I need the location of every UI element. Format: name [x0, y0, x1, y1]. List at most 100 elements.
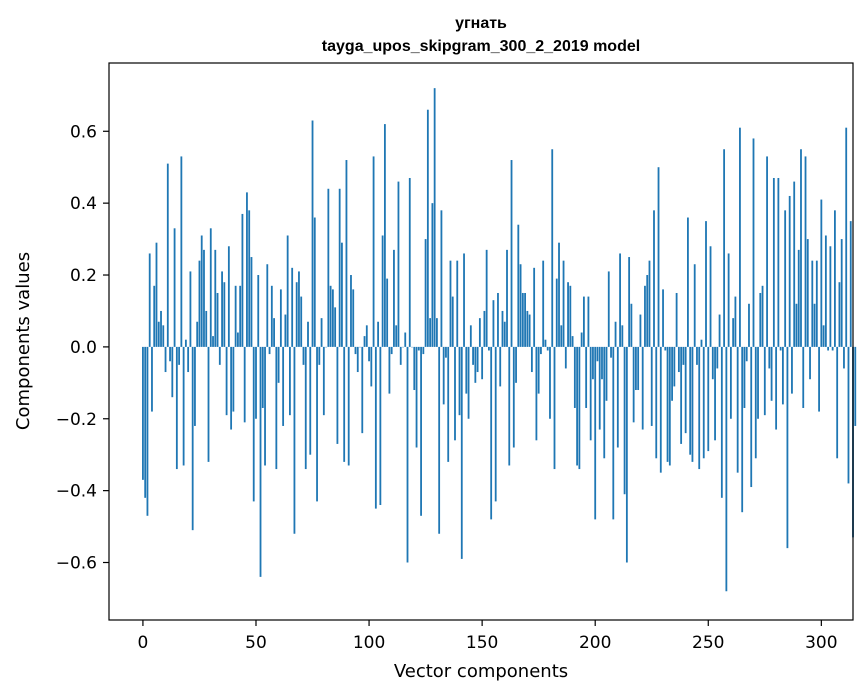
bar-145 [469, 325, 472, 347]
bar-124 [422, 346, 425, 355]
bar-185 [560, 325, 563, 347]
bar-53 [261, 346, 264, 408]
y-tick-label: −0.6 [56, 554, 97, 574]
bar-121 [415, 346, 418, 448]
bar-300 [820, 199, 823, 347]
bar-109 [388, 346, 391, 394]
bar-243 [691, 346, 694, 462]
bar-20 [187, 346, 190, 373]
bar-47 [248, 210, 251, 347]
bar-61 [279, 289, 282, 347]
bar-224 [648, 260, 651, 347]
bar-76 [313, 217, 316, 347]
x-tick-label: 50 [245, 633, 267, 653]
bar-135 [447, 346, 450, 462]
bar-175 [537, 346, 540, 394]
bar-114 [399, 346, 402, 365]
bar-117 [406, 346, 409, 563]
bar-245 [696, 346, 698, 365]
bar-107 [383, 124, 386, 347]
y-axis-label: Components values [13, 252, 34, 430]
bar-159 [501, 310, 504, 347]
bar-236 [675, 292, 678, 347]
bar-170 [526, 310, 529, 347]
bar-269 [750, 346, 753, 488]
bar-268 [748, 303, 750, 347]
bar-157 [497, 292, 499, 347]
bar-74 [309, 346, 312, 455]
bar-146 [472, 346, 474, 365]
bar-165 [515, 346, 517, 383]
bar-63 [284, 314, 287, 347]
bar-46 [246, 192, 248, 347]
bar-291 [800, 149, 802, 347]
bar-95 [356, 346, 359, 373]
bar-93 [352, 289, 355, 347]
bar-223 [646, 275, 649, 347]
bar-35 [221, 271, 223, 347]
bar-105 [379, 346, 382, 506]
bar-238 [680, 346, 683, 444]
bar-298 [815, 260, 818, 347]
bar-31 [212, 336, 214, 347]
bar-55 [266, 264, 269, 347]
bar-198 [589, 346, 592, 441]
bar-110 [390, 346, 393, 355]
bar-158 [499, 346, 502, 387]
bar-104 [377, 321, 380, 347]
bar-253 [714, 346, 716, 441]
bar-42 [237, 332, 239, 347]
bar-116 [404, 332, 407, 347]
bar-234 [671, 346, 673, 401]
bar-79 [320, 318, 323, 347]
bar-306 [834, 210, 836, 347]
bar-100 [368, 346, 370, 362]
bar-174 [535, 346, 538, 441]
x-axis-label: Vector components [394, 661, 568, 682]
bar-101 [370, 346, 373, 387]
bar-222 [644, 285, 646, 347]
bar-299 [818, 346, 820, 412]
bar-13 [171, 346, 174, 398]
bar-292 [802, 346, 805, 408]
bar-261 [732, 318, 735, 347]
bar-309 [840, 239, 843, 347]
bar-112 [395, 325, 398, 347]
bar-173 [533, 267, 536, 347]
bar-23 [194, 346, 196, 426]
bar-4 [151, 346, 153, 412]
bar-137 [451, 296, 454, 347]
bar-5 [153, 285, 156, 347]
bar-80 [322, 346, 325, 416]
bar-52 [259, 346, 262, 577]
bar-273 [759, 292, 762, 347]
bar-217 [632, 346, 635, 423]
bar-141 [460, 346, 463, 559]
bar-308 [838, 282, 841, 347]
bar-139 [456, 260, 459, 347]
bar-183 [555, 278, 558, 347]
bar-130 [436, 318, 438, 347]
y-tick-label: 0.6 [70, 122, 97, 142]
bar-169 [524, 292, 526, 347]
bar-166 [517, 224, 520, 347]
bar-127 [429, 318, 432, 347]
bar-233 [668, 346, 671, 466]
bar-283 [781, 346, 784, 405]
bar-191 [573, 346, 576, 408]
bar-251 [709, 246, 712, 347]
bar-181 [551, 149, 554, 347]
x-tick-label: 250 [692, 633, 724, 653]
bar-164 [512, 346, 515, 448]
bar-221 [641, 346, 644, 430]
bar-205 [605, 346, 608, 401]
bar-14 [173, 228, 176, 347]
bar-72 [304, 346, 307, 470]
bar-301 [822, 325, 825, 347]
bar-190 [571, 336, 574, 347]
bar-297 [813, 303, 816, 347]
bar-209 [614, 321, 617, 347]
bar-302 [824, 235, 827, 347]
bar-167 [519, 264, 522, 347]
bar-133 [442, 346, 445, 405]
